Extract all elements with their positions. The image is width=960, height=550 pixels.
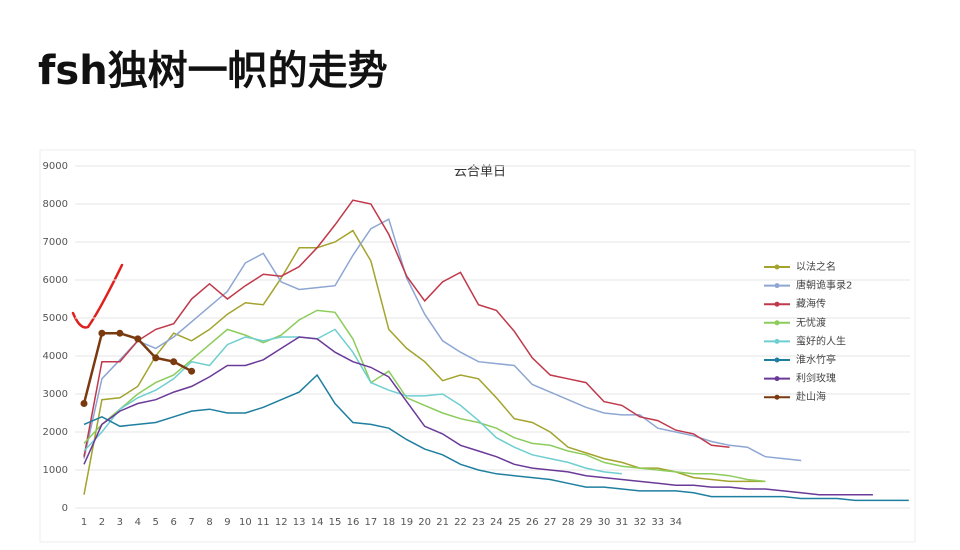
- x-tick-label: 27: [544, 517, 557, 528]
- series-line: [83, 218, 802, 462]
- x-tick-label: 25: [508, 517, 521, 528]
- x-tick-label: 26: [526, 517, 539, 528]
- x-tick-label: 24: [490, 517, 503, 528]
- x-tick-label: 13: [293, 517, 306, 528]
- x-tick-label: 17: [365, 517, 378, 528]
- legend-label: 以法之名: [796, 260, 836, 273]
- x-tick-label: 18: [382, 517, 395, 528]
- chart-frame: [39, 149, 916, 543]
- x-tick-label: 15: [329, 517, 342, 528]
- legend-marker: [774, 264, 780, 270]
- legend-marker: [774, 283, 780, 289]
- x-tick-label: 21: [436, 517, 449, 528]
- x-tick-label: 6: [170, 517, 176, 528]
- x-tick-label: 22: [454, 517, 467, 528]
- series-line: [83, 309, 766, 483]
- x-tick-label: 20: [418, 517, 431, 528]
- x-tick-label: 9: [224, 517, 230, 528]
- x-tick-label: 11: [257, 517, 270, 528]
- legend-label: 蛮好的人生: [796, 334, 846, 347]
- legend-marker: [774, 394, 780, 400]
- series-point: [152, 354, 160, 362]
- series-line: [83, 336, 873, 496]
- x-tick-label: 19: [400, 517, 413, 528]
- x-tick-label: 4: [135, 517, 141, 528]
- x-tick-label: 5: [153, 517, 159, 528]
- series-point: [134, 335, 142, 343]
- y-tick-label: 9000: [43, 161, 68, 172]
- legend-marker: [774, 338, 780, 344]
- x-tick-label: 10: [239, 517, 252, 528]
- y-tick-label: 5000: [43, 313, 68, 324]
- x-tick-label: 29: [580, 517, 593, 528]
- x-tick-label: 28: [562, 517, 575, 528]
- y-tick-label: 4000: [43, 351, 68, 362]
- legend-label: 唐朝诡事录2: [796, 279, 852, 292]
- legend-label: 利剑玫瑰: [796, 372, 836, 385]
- x-tick-label: 7: [188, 517, 194, 528]
- y-tick-label: 6000: [43, 275, 68, 286]
- y-tick-label: 2000: [43, 427, 68, 438]
- x-tick-label: 32: [633, 517, 646, 528]
- chart-title: 云合单日: [454, 165, 506, 180]
- series-point: [170, 358, 178, 366]
- x-tick-label: 1: [81, 517, 87, 528]
- x-tick-label: 34: [669, 517, 682, 528]
- hand-check: [71, 263, 124, 329]
- x-tick-label: 16: [347, 517, 360, 528]
- y-tick-label: 8000: [43, 199, 68, 210]
- series-line: [83, 199, 730, 457]
- x-tick-label: 14: [311, 517, 324, 528]
- legend-label: 淮水竹亭: [796, 353, 836, 366]
- series-line: [83, 229, 766, 495]
- legend-marker: [774, 320, 780, 326]
- legend-label: 藏海传: [796, 297, 826, 310]
- x-tick-label: 31: [616, 517, 629, 528]
- legend-marker: [774, 357, 780, 363]
- y-tick-label: 1000: [43, 465, 68, 476]
- series-point: [80, 400, 88, 407]
- series-point: [116, 329, 124, 337]
- x-tick-label: 23: [472, 517, 485, 528]
- legend-label: 无忧渡: [796, 316, 826, 329]
- x-tick-label: 2: [99, 517, 105, 528]
- x-tick-label: 8: [206, 517, 212, 528]
- y-tick-label: 0: [62, 503, 68, 514]
- y-tick-label: 3000: [43, 389, 68, 400]
- series-point: [188, 367, 196, 375]
- page-title: fsh独树一帜的走势: [38, 48, 388, 94]
- x-tick-label: 3: [117, 517, 123, 528]
- legend-marker: [774, 376, 780, 382]
- series-point: [98, 329, 106, 337]
- series-line: [83, 328, 622, 475]
- legend-marker: [774, 301, 780, 307]
- x-tick-label: 33: [651, 517, 664, 528]
- x-tick-label: 12: [275, 517, 288, 528]
- legend-label: 赴山海: [796, 390, 826, 403]
- series-line: [83, 373, 909, 502]
- y-tick-label: 7000: [43, 237, 68, 248]
- x-tick-label: 30: [598, 517, 611, 528]
